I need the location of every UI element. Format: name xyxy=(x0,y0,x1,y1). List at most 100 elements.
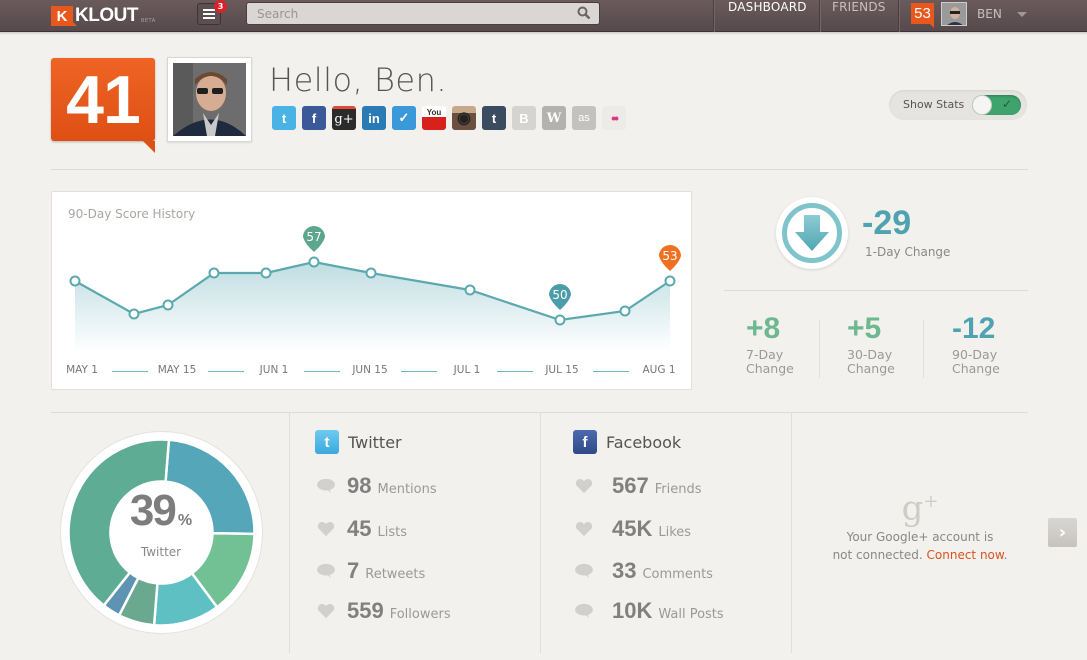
google-plus-icon[interactable]: g+ xyxy=(332,106,356,130)
twitter-title: Twitter xyxy=(348,432,402,452)
heart-icon xyxy=(575,478,593,494)
instagram-icon[interactable]: ◉ xyxy=(452,106,476,130)
change-label: 7-Day Change xyxy=(746,347,794,376)
stat-label: Wall Posts xyxy=(658,607,724,622)
svg-text:50: 50 xyxy=(552,288,567,302)
change-label: 90-Day Change xyxy=(952,347,1000,376)
show-stats-label: Show Stats xyxy=(903,98,965,111)
divider xyxy=(724,290,1028,291)
wordpress-icon[interactable]: W xyxy=(542,106,566,130)
speech-bubble-icon xyxy=(317,478,335,494)
search-box xyxy=(246,2,600,25)
stat-value: 559 xyxy=(347,598,384,623)
logo-text: KLOUT xyxy=(75,5,138,26)
klout-score-badge: 41 xyxy=(51,58,155,153)
facebook-header[interactable]: f Facebook xyxy=(573,430,681,454)
heart-icon xyxy=(317,521,335,537)
tumblr-icon[interactable]: t xyxy=(482,106,506,130)
toggle-switch[interactable]: ✓ xyxy=(972,95,1021,115)
blogger-icon[interactable]: B xyxy=(512,106,536,130)
stat-row: 45K Likes xyxy=(573,516,691,542)
stat-row: 7 Retweets xyxy=(315,558,425,584)
googleplus-message: Your Google+ account is not connected. C… xyxy=(832,530,1008,563)
greeting: Hello, Ben. xyxy=(269,61,448,99)
stat-row: 567 Friends xyxy=(573,473,701,499)
stat-label: Mentions xyxy=(377,482,437,497)
stat-value: 10K xyxy=(612,598,653,623)
search-input[interactable] xyxy=(247,3,599,25)
linkedin-icon[interactable]: in xyxy=(362,106,386,130)
stat-label: Comments xyxy=(642,567,713,582)
search-icon[interactable] xyxy=(577,6,591,20)
axis-dash xyxy=(592,371,629,372)
youtube-icon[interactable]: You xyxy=(422,106,446,130)
axis-dash xyxy=(207,371,244,372)
nav-friends[interactable]: FRIENDS xyxy=(832,0,886,14)
x-tick-label: MAY 15 xyxy=(157,364,197,376)
axis-dash xyxy=(304,371,340,372)
stat-row: 559 Followers xyxy=(315,598,451,624)
facebook-icon: f xyxy=(573,430,597,454)
ring xyxy=(782,203,842,263)
stat-label: Likes xyxy=(658,525,692,540)
nav-dashboard[interactable]: DASHBOARD xyxy=(728,0,807,14)
svg-text:53: 53 xyxy=(662,249,677,263)
next-arrow-button[interactable]: › xyxy=(1048,518,1077,547)
user-avatar[interactable] xyxy=(941,2,967,26)
stat-value: 45 xyxy=(347,516,372,541)
stat-row: 10K Wall Posts xyxy=(573,598,724,624)
stat-label: Retweets xyxy=(365,567,426,582)
nav-divider xyxy=(898,0,899,32)
show-stats-toggle[interactable]: Show Stats ✓ xyxy=(889,90,1027,120)
thirty-day-change: +5 30-Day Change xyxy=(847,312,895,376)
x-axis-labels: MAY 1 MAY 15 JUN 1 JUN 15 JUL 1 JUL 15 AUG 1 xyxy=(52,364,693,378)
nav-divider xyxy=(819,0,820,32)
change-value: -12 xyxy=(952,312,996,345)
ninety-day-change: -12 90-Day Change xyxy=(952,312,1000,376)
toggle-knob[interactable] xyxy=(972,95,992,115)
google-plus-icon: g+ xyxy=(901,488,939,529)
column-divider xyxy=(289,413,290,653)
top-navigation-bar: K KLOUT BETA 3 DASHBOARD FRIENDS 53 BEN xyxy=(0,0,1087,32)
change-value: +5 xyxy=(847,312,882,345)
lastfm-icon[interactable]: as xyxy=(572,106,596,130)
nav-divider xyxy=(713,0,714,32)
share-network: Twitter xyxy=(140,545,182,559)
googleplus-panel: g+ Your Google+ account is not connected… xyxy=(800,485,1040,564)
user-score-badge[interactable]: 53 xyxy=(911,3,934,28)
hamburger-icon xyxy=(203,13,215,15)
stat-label: Lists xyxy=(377,525,407,540)
stat-row: 98 Mentions xyxy=(315,473,437,499)
x-tick-label: MAY 1 xyxy=(66,364,98,376)
caret-down-icon[interactable] xyxy=(1017,12,1027,17)
heart-icon xyxy=(317,603,335,619)
connect-now-link[interactable]: Connect now xyxy=(926,548,1004,563)
divider xyxy=(819,320,820,378)
heart-icon xyxy=(575,521,593,537)
twitter-header[interactable]: t Twitter xyxy=(315,430,402,454)
facebook-title: Facebook xyxy=(606,432,682,452)
twitter-icon: t xyxy=(315,430,339,454)
stat-value: 7 xyxy=(347,558,360,583)
hamburger-icon xyxy=(203,9,215,11)
foursquare-icon[interactable]: ✓ xyxy=(392,106,416,130)
x-tick-label: JUN 15 xyxy=(352,364,388,376)
network-share-donut[interactable] xyxy=(59,430,264,635)
logo-mark: K xyxy=(51,6,77,26)
share-percent: 39% xyxy=(129,486,193,535)
profile-avatar[interactable] xyxy=(167,57,252,142)
x-tick-label: AUG 1 xyxy=(642,364,676,376)
x-tick-label: JUL 1 xyxy=(453,364,481,376)
connected-networks: t f g+ in ✓ You ◉ t B W as •• xyxy=(272,106,626,130)
divider xyxy=(923,320,924,378)
user-name[interactable]: BEN xyxy=(977,7,1002,21)
facebook-icon[interactable]: f xyxy=(302,106,326,130)
divider xyxy=(51,169,1028,170)
menu-button[interactable]: 3 xyxy=(197,0,227,25)
user-photo xyxy=(942,3,966,25)
one-day-change-value: -29 xyxy=(862,204,912,242)
flickr-icon[interactable]: •• xyxy=(602,106,626,130)
klout-logo[interactable]: K KLOUT BETA xyxy=(51,4,156,26)
speech-bubble-icon xyxy=(575,563,593,579)
twitter-icon[interactable]: t xyxy=(272,106,296,130)
